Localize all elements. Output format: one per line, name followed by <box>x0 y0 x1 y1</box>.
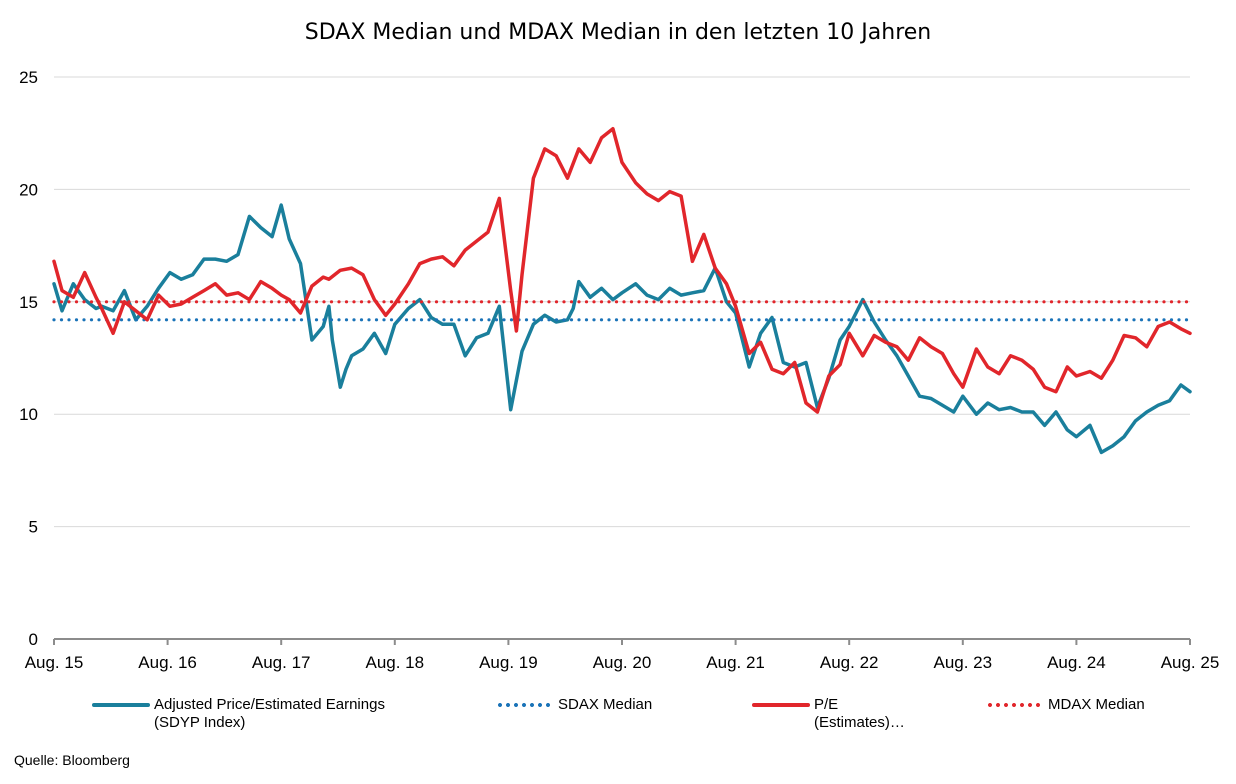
legend-label-pe: P/E (Estimates)… <box>814 696 905 731</box>
series-sdyp-line <box>52 203 1192 455</box>
x-tick-label: Aug. 18 <box>365 653 424 672</box>
x-tick-label: Aug. 20 <box>593 653 652 672</box>
y-tick-label: 25 <box>19 68 38 87</box>
x-tick-label: Aug. 15 <box>25 653 84 672</box>
source-note: Quelle: Bloomberg <box>14 752 130 768</box>
legend-swatch-pe <box>752 700 810 710</box>
legend-item-sdax-median: SDAX Median <box>496 696 652 714</box>
y-tick-label: 5 <box>29 518 38 537</box>
x-tick-label: Aug. 16 <box>138 653 197 672</box>
legend-swatch-sdax-median <box>496 700 554 710</box>
legend-item-sdyp: Adjusted Price/Estimated Earnings (SDYP … <box>92 696 385 732</box>
x-tick-label: Aug. 17 <box>252 653 311 672</box>
legend: Adjusted Price/Estimated Earnings (SDYP … <box>0 696 1236 746</box>
x-axis: Aug. 15 Aug. 16 Aug. 17 Aug. 18 Aug. 19 Aug. … <box>25 638 1220 672</box>
x-tick-label: Aug. 25 <box>1161 653 1220 672</box>
legend-item-mdax-median: MDAX Median <box>986 696 1145 714</box>
x-tick-label: Aug. 19 <box>479 653 538 672</box>
x-tick-label: Aug. 21 <box>706 653 765 672</box>
grid-lines <box>54 76 1190 528</box>
legend-swatch-mdax-median <box>986 700 1044 710</box>
y-tick-label: 0 <box>29 630 38 649</box>
y-tick-label: 10 <box>19 405 38 424</box>
legend-swatch-sdyp <box>92 700 150 710</box>
x-tick-label: Aug. 24 <box>1047 653 1106 672</box>
y-tick-label: 15 <box>19 293 38 312</box>
x-tick-label: Aug. 23 <box>933 653 992 672</box>
legend-item-pe: P/E (Estimates)… <box>752 696 905 732</box>
series-pe-line <box>52 126 1192 414</box>
y-axis-ticks: 0 5 10 15 20 25 <box>19 68 38 649</box>
y-tick-label: 20 <box>19 180 38 199</box>
x-tick-label: Aug. 22 <box>820 653 879 672</box>
legend-label-sdax-median: SDAX Median <box>558 696 653 713</box>
legend-label-sdyp: Adjusted Price/Estimated Earnings (SDYP … <box>154 696 385 731</box>
series-group <box>52 126 1192 455</box>
chart-title: SDAX Median und MDAX Median in den letzt… <box>304 20 932 45</box>
legend-label-mdax-median: MDAX Median <box>1048 696 1145 713</box>
